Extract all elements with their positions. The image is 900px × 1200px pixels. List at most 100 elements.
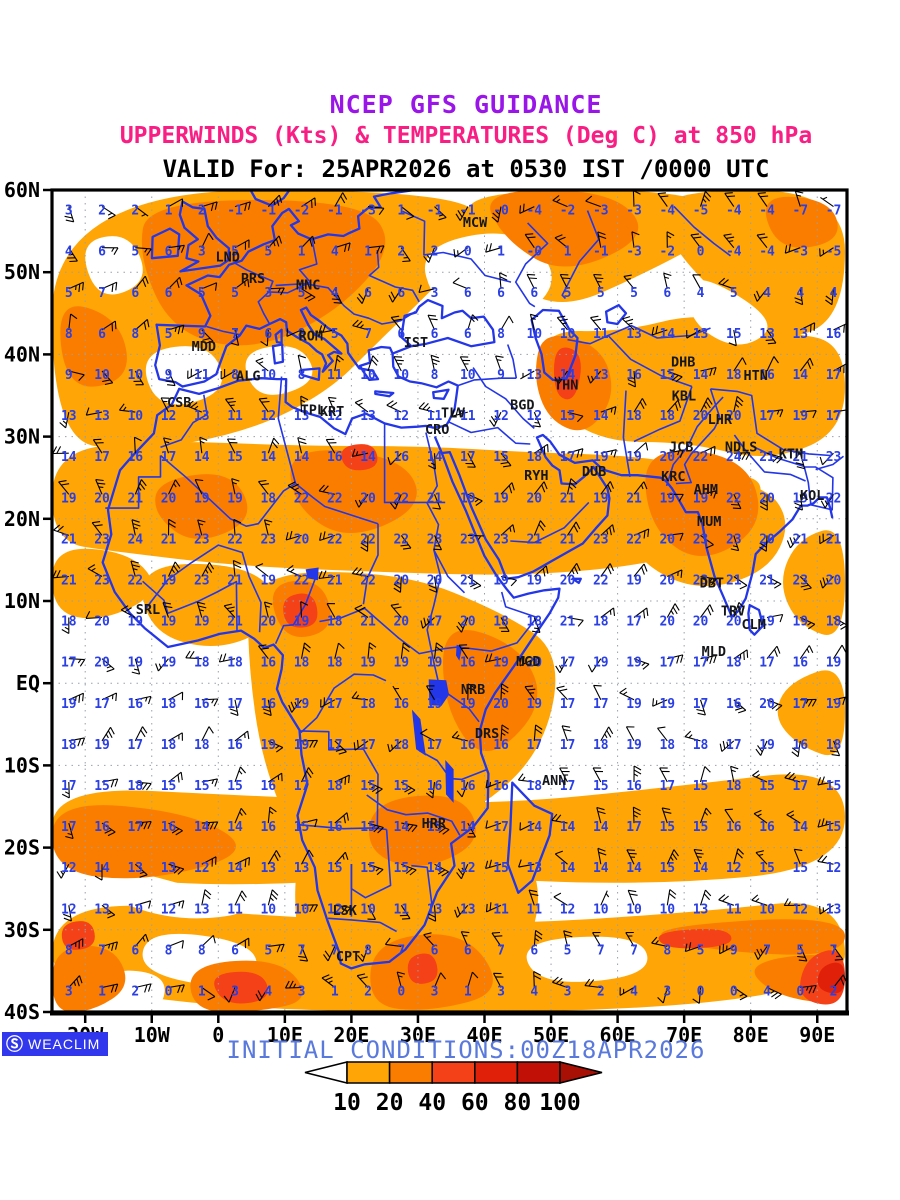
temperature-value: 21	[560, 532, 576, 547]
wind-barb-line	[690, 234, 701, 249]
temperature-value: -3	[626, 245, 642, 260]
wind-barb-line	[141, 213, 146, 217]
wind-barb-line	[144, 984, 148, 993]
temperature-value: 21	[227, 615, 243, 630]
wind-barb-line	[774, 993, 782, 1000]
wind-barb-line	[584, 978, 591, 986]
wind-barb-line	[65, 835, 74, 840]
temperature-value: 17	[560, 450, 576, 465]
wind-barb-line	[343, 243, 347, 253]
wind-barb-line	[280, 944, 285, 952]
wind-barb-line	[278, 235, 283, 244]
wind-barb-line	[118, 403, 125, 411]
wind-barb-line	[693, 236, 702, 239]
temperature-value: 17	[94, 450, 110, 465]
temperature-value: 23	[493, 532, 509, 547]
temperature-value: 18	[593, 738, 609, 753]
country-border	[277, 376, 297, 484]
wind-barb-line	[442, 829, 450, 835]
temperature-value: 18	[327, 615, 343, 630]
wind-barb-line	[703, 194, 711, 202]
wind-barb-line	[220, 370, 236, 380]
wind-barb-line	[234, 329, 240, 346]
wind-barb-line	[318, 484, 325, 492]
wind-barb-line	[754, 952, 759, 960]
lat-tick-label: 30S	[4, 918, 40, 942]
wind-barb-line	[58, 480, 67, 483]
wind-barb-line	[426, 406, 431, 411]
wind-barb-line	[177, 326, 181, 335]
wind-barb-line	[213, 821, 219, 830]
temperature-value: 19	[826, 656, 842, 671]
wind-barb-line	[171, 828, 180, 834]
temperature-value: 17	[526, 738, 542, 753]
temperature-value: 16	[626, 779, 642, 794]
wind-barb-line	[386, 404, 402, 413]
temperature-value: 23	[460, 532, 476, 547]
temp-fill-light	[783, 530, 845, 635]
temperature-value: 16	[759, 368, 775, 383]
wind-barb-line	[133, 668, 139, 671]
temperature-value: 3	[497, 984, 505, 999]
wind-barb-line	[776, 457, 783, 464]
temperature-value: 23	[194, 573, 210, 588]
wind-barb-line	[533, 520, 541, 536]
wind-barb-line	[360, 546, 368, 552]
wind-barb-line	[367, 245, 384, 249]
temperature-value: 9	[497, 368, 505, 383]
temperature-value: 3	[65, 984, 73, 999]
wind-barb-line	[530, 893, 539, 896]
wind-barb-line	[168, 822, 183, 832]
wind-barb-line	[555, 814, 562, 822]
country-border	[803, 466, 834, 511]
wind-barb-line	[467, 822, 476, 838]
wind-barb-line	[590, 315, 599, 319]
temperature-value: 7	[98, 943, 106, 958]
wind-barb-line	[625, 318, 634, 323]
lon-tick-label: 60E	[600, 1023, 636, 1047]
wind-barb-line	[534, 937, 540, 942]
wind-barb-line	[134, 436, 142, 442]
wind-barb-line	[789, 814, 795, 818]
wind-barb-line	[201, 935, 214, 947]
station-label: DHB	[671, 355, 695, 371]
wind-barb-line	[358, 499, 362, 505]
temperature-value: 2	[131, 984, 139, 999]
wind-barb-line	[405, 823, 410, 829]
temperature-value: 14	[393, 820, 409, 835]
weaclim-logo-badge: Ⓢ WEACLIM	[2, 1032, 109, 1056]
wind-barb-line	[340, 195, 346, 204]
wind-barb-line	[389, 452, 402, 466]
temperature-value: 15	[294, 820, 310, 835]
temperature-value: 12	[826, 861, 842, 876]
wind-barb-line	[63, 917, 72, 922]
wind-barb-line	[531, 317, 536, 320]
temperature-value: 13	[127, 861, 143, 876]
wind-barb-line	[438, 216, 447, 221]
wind-barb-line	[197, 519, 203, 536]
temperature-value: 16	[759, 820, 775, 835]
coastline	[249, 191, 291, 207]
wind-barb-line	[232, 560, 236, 577]
wind-barb-line	[510, 579, 517, 587]
wind-barb-line	[115, 282, 118, 291]
temperature-value: 17	[626, 615, 642, 630]
wind-barb-line	[345, 907, 352, 915]
temperature-value: 16	[260, 656, 276, 671]
wind-barb-line	[422, 403, 429, 410]
temperature-value: 14	[593, 820, 609, 835]
wind-barb-line	[454, 909, 458, 918]
temperature-value: -1	[460, 204, 476, 219]
wind-barb-line	[174, 561, 181, 569]
wind-barb-line	[267, 807, 271, 824]
wind-barb-line	[61, 629, 70, 634]
temperature-value: 4	[264, 984, 272, 999]
wind-barb-line	[76, 978, 80, 987]
wind-barb-line	[460, 931, 469, 947]
wind-barb-line	[455, 734, 460, 739]
wind-barb-line	[600, 481, 611, 495]
temperature-value: 24	[127, 532, 143, 547]
temperature-value: 23	[260, 532, 276, 547]
wind-barb-line	[640, 484, 644, 490]
